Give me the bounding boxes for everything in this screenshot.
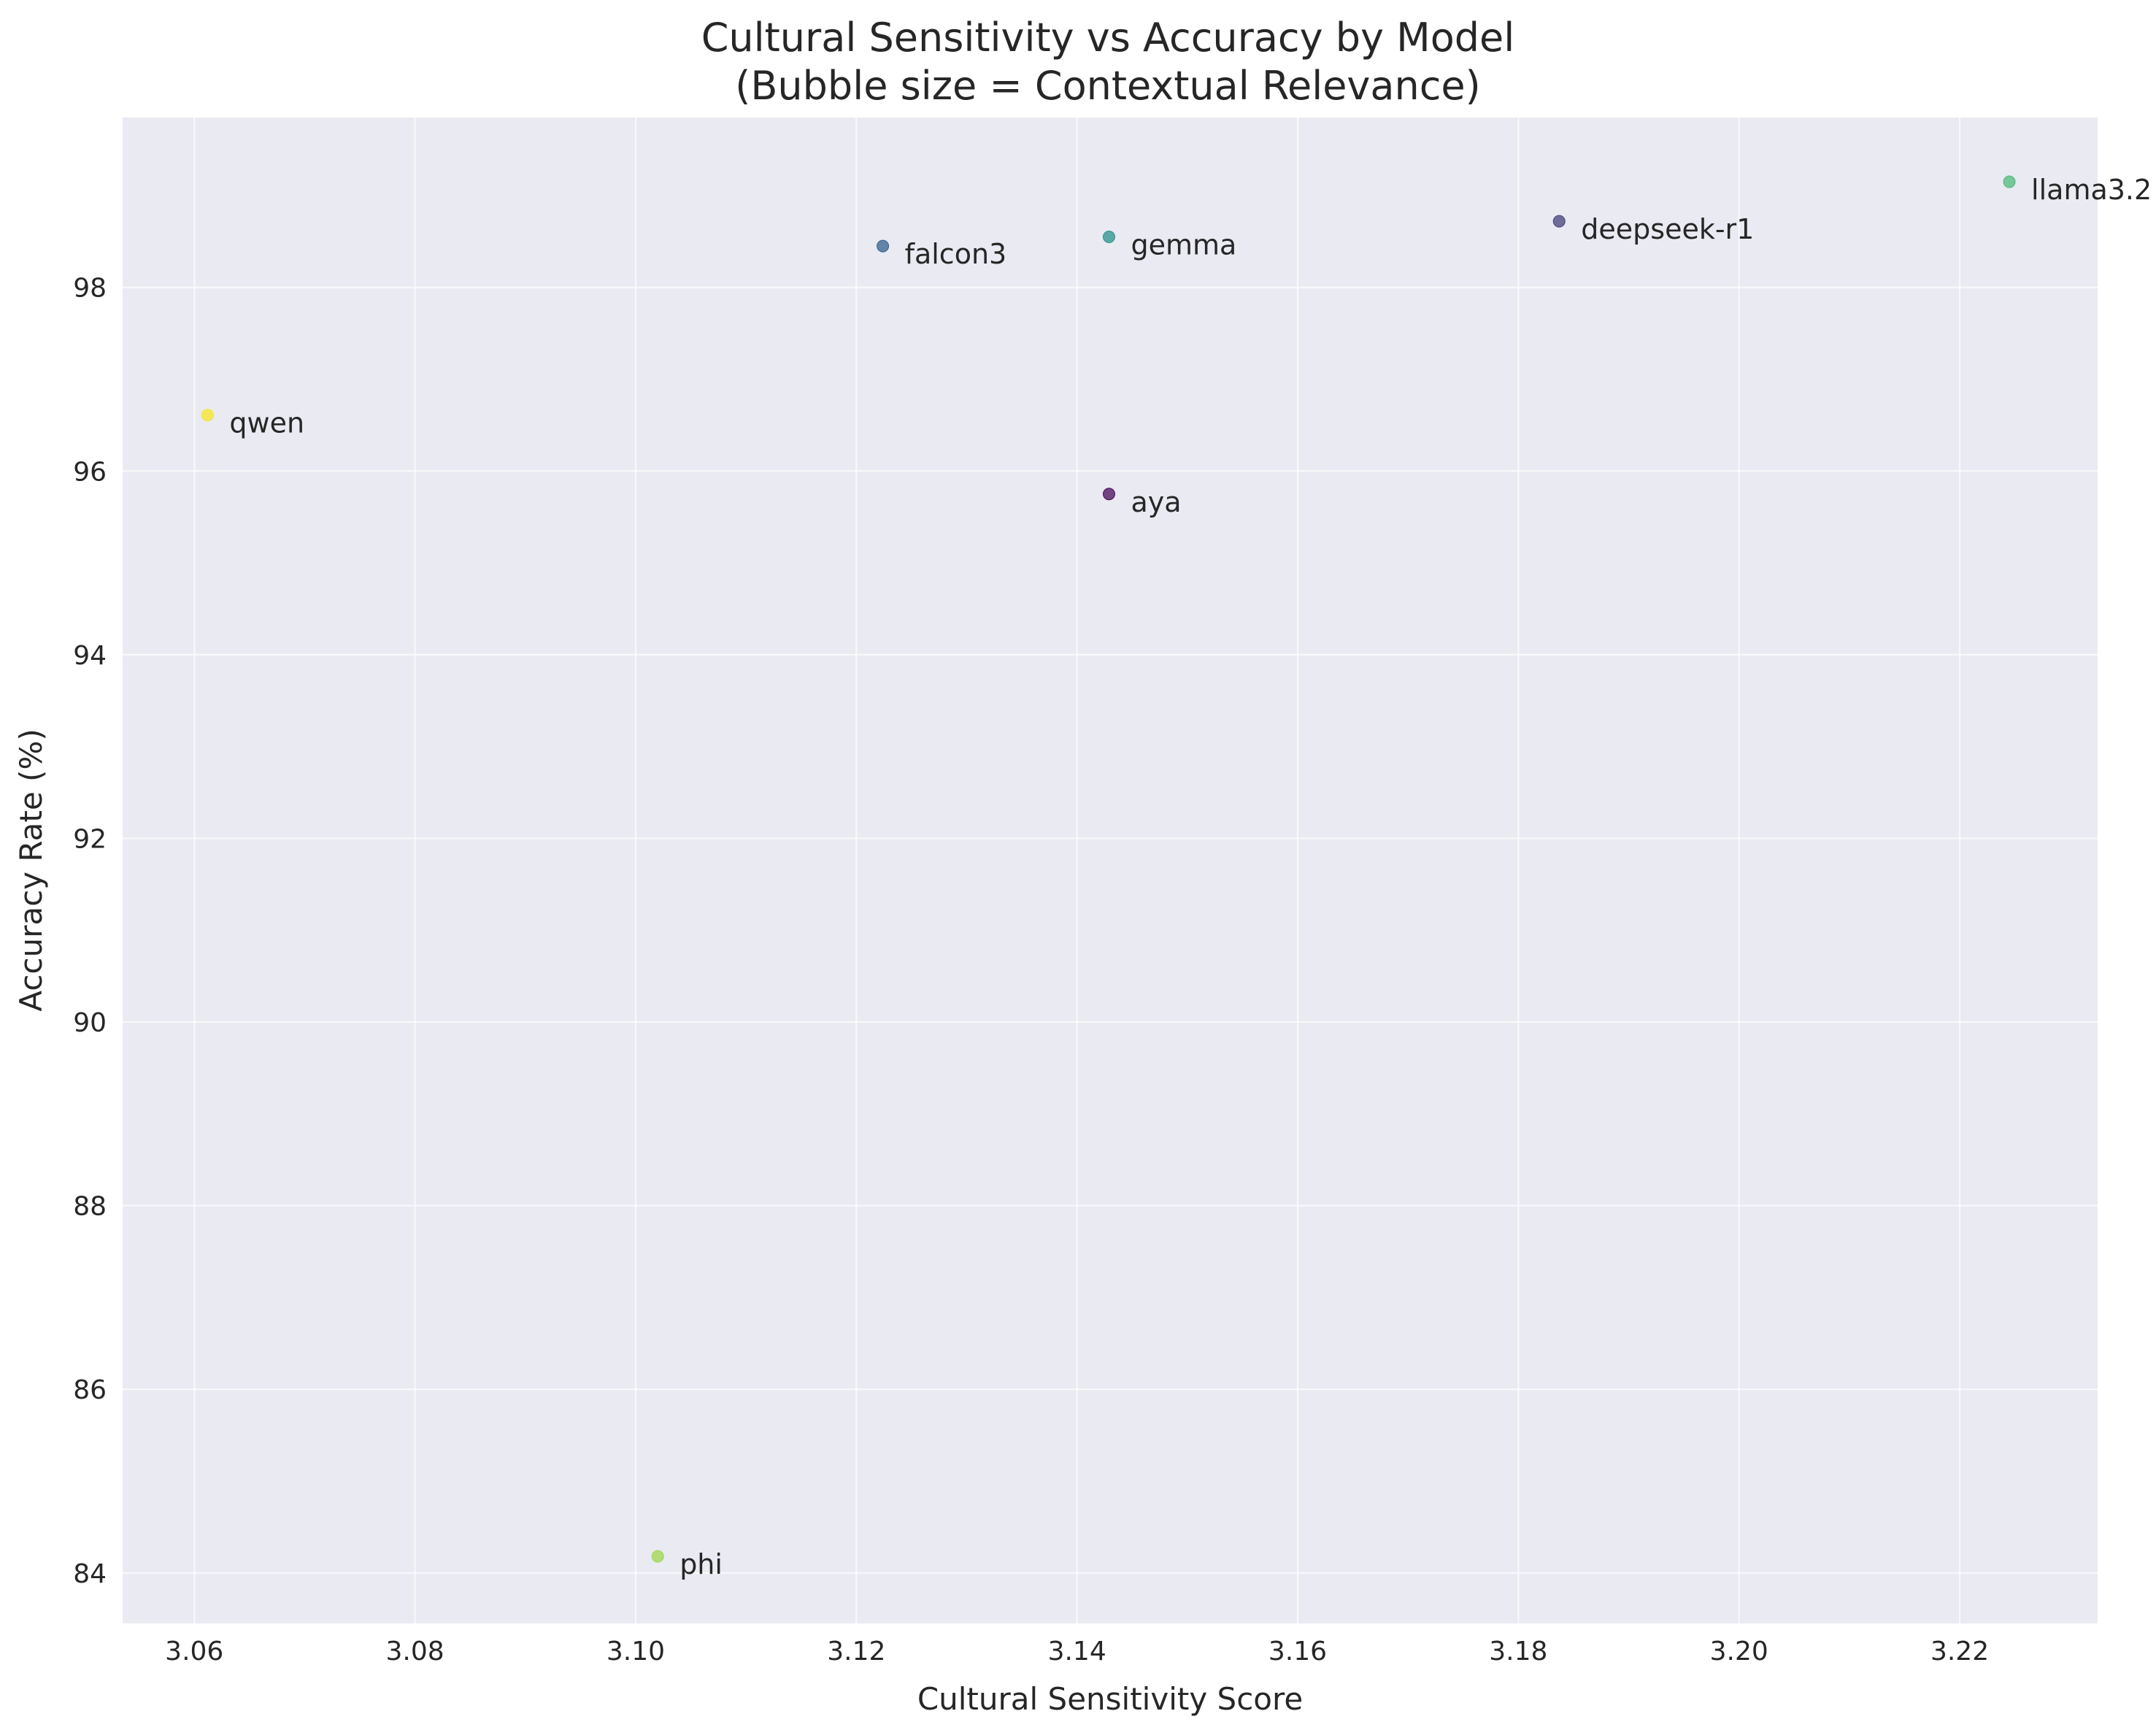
point-gemma <box>1102 231 1115 244</box>
x-tick-label: 3.08 <box>386 1637 444 1666</box>
y-tick-label: 92 <box>73 824 107 854</box>
point-label: phi <box>679 1548 723 1580</box>
y-tick-label: 90 <box>73 1008 107 1038</box>
point-label: qwen <box>229 407 304 439</box>
x-tick-label: 3.14 <box>1048 1637 1106 1666</box>
y-tick-label: 94 <box>73 641 107 671</box>
y-tick-label: 84 <box>73 1559 107 1589</box>
x-tick-label: 3.20 <box>1710 1637 1768 1666</box>
y-tick-label: 88 <box>73 1192 107 1222</box>
point-label: aya <box>1131 486 1181 518</box>
y-axis-label: Accuracy Rate (%) <box>13 728 49 1011</box>
y-tick-label: 96 <box>73 457 107 487</box>
y-tick-labels: 84 86 88 90 92 94 96 98 <box>73 274 107 1589</box>
point-deepseek-r1 <box>1552 215 1566 228</box>
point-llama3-2 <box>2003 175 2016 188</box>
x-tick-label: 3.06 <box>165 1637 223 1666</box>
chart-subtitle: (Bubble size = Contextual Relevance) <box>735 63 1480 109</box>
y-tick-label: 86 <box>73 1375 107 1405</box>
chart-title: Cultural Sensitivity vs Accuracy by Mode… <box>701 15 1515 61</box>
x-tick-label: 3.18 <box>1489 1637 1547 1666</box>
x-axis-label: Cultural Sensitivity Score <box>917 1681 1303 1717</box>
data-points: llama3.2 deepseek-r1 gemma falcon3 qwen aya ph… <box>201 174 2152 1580</box>
x-tick-label: 3.12 <box>827 1637 885 1666</box>
point-label: llama3.2 <box>2031 174 2152 206</box>
point-qwen <box>201 409 214 422</box>
point-label: falcon3 <box>905 238 1007 270</box>
point-phi <box>651 1550 664 1563</box>
x-tick-label: 3.22 <box>1930 1637 1989 1666</box>
x-tick-label: 3.16 <box>1268 1637 1327 1666</box>
point-aya <box>1102 488 1115 501</box>
x-gridlines <box>193 118 1961 1623</box>
x-tick-label: 3.10 <box>607 1637 665 1666</box>
y-tick-label: 98 <box>73 274 107 304</box>
point-falcon3 <box>877 239 890 253</box>
y-gridlines <box>123 286 2098 1574</box>
plot-area <box>123 118 2098 1623</box>
x-tick-labels: 3.06 3.08 3.10 3.12 3.14 3.16 3.18 3.20 3.22 <box>165 1637 1989 1666</box>
point-label: gemma <box>1131 229 1236 261</box>
point-label: deepseek-r1 <box>1581 213 1754 245</box>
